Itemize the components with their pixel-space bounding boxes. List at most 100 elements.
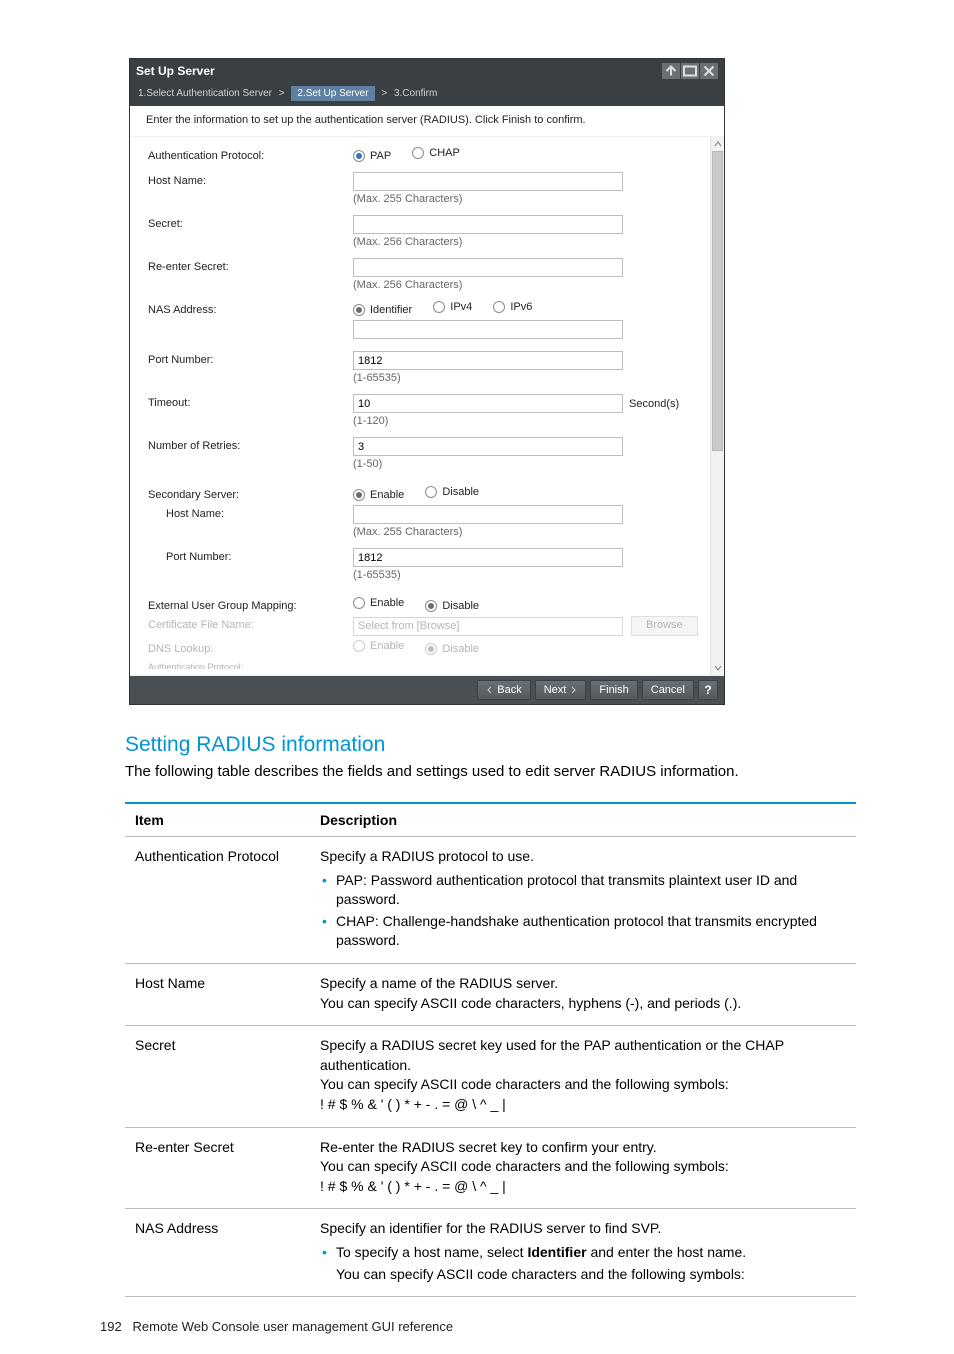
form-area: Authentication Protocol: PAP CHAP Host N… xyxy=(130,136,724,676)
finish-button[interactable]: Finish xyxy=(590,680,637,700)
titlebar-controls xyxy=(661,63,718,79)
cell-item: Re-enter Secret xyxy=(125,1127,310,1209)
ext-enable-label: Enable xyxy=(370,597,404,609)
doc-section: Setting RADIUS information The following… xyxy=(0,705,954,1297)
restore-icon[interactable] xyxy=(662,63,680,79)
th-desc: Description xyxy=(310,803,856,837)
dns-label: DNS Lookup: xyxy=(148,640,353,655)
secondary-disable-label: Disable xyxy=(442,486,479,498)
table-row: NAS Address Specify an identifier for th… xyxy=(125,1209,856,1297)
chap-label: CHAP xyxy=(429,147,460,159)
retries-input[interactable] xyxy=(353,437,623,456)
auth-prot2-label: Authentication Protocol: xyxy=(148,659,353,669)
close-icon[interactable] xyxy=(700,63,718,79)
ext-map-disable-radio[interactable]: Disable xyxy=(425,600,479,612)
cell-item: NAS Address xyxy=(125,1209,310,1297)
sec-host-input[interactable] xyxy=(353,505,623,524)
host-name-input[interactable] xyxy=(353,172,623,191)
nas-input[interactable] xyxy=(353,320,623,339)
cell-desc: Specify an identifier for the RADIUS ser… xyxy=(310,1209,856,1297)
port-input[interactable] xyxy=(353,351,623,370)
wizard-step-2: 2.Set Up Server xyxy=(291,86,374,101)
window-title: Set Up Server xyxy=(136,64,215,78)
host-name-label: Host Name: xyxy=(148,172,353,187)
ext-map-label: External User Group Mapping: xyxy=(148,597,353,612)
nas-ipv4-radio[interactable]: IPv4 xyxy=(433,301,472,313)
dialog-footer: Back Next Finish Cancel ? xyxy=(130,676,724,704)
maximize-icon[interactable] xyxy=(681,63,699,79)
th-item: Item xyxy=(125,803,310,837)
cell-desc: Specify a RADIUS protocol to use. PAP: P… xyxy=(310,837,856,964)
browse-button[interactable]: Browse xyxy=(631,616,698,636)
table-row: Authentication Protocol Specify a RADIUS… xyxy=(125,837,856,964)
cell-item: Host Name xyxy=(125,963,310,1025)
nas-identifier-radio[interactable]: Identifier xyxy=(353,304,412,316)
next-button[interactable]: Next xyxy=(535,680,587,700)
secret-label: Secret: xyxy=(148,215,353,230)
timeout-input[interactable] xyxy=(353,394,623,413)
ext-map-enable-radio[interactable]: Enable xyxy=(353,597,404,609)
page-number: 192 xyxy=(100,1319,122,1334)
cell-desc: Specify a name of the RADIUS server. You… xyxy=(310,963,856,1025)
host-name-hint: (Max. 255 Characters) xyxy=(353,193,706,205)
timeout-label: Timeout: xyxy=(148,394,353,409)
scroll-up-icon[interactable] xyxy=(711,137,724,151)
scroll-down-icon[interactable] xyxy=(711,661,724,675)
auth-protocol-pap-radio[interactable]: PAP xyxy=(353,150,391,162)
dns-disable-radio: Disable xyxy=(425,643,479,655)
nas-identifier-label: Identifier xyxy=(370,304,412,316)
ext-disable-label: Disable xyxy=(442,600,479,612)
dns-enable-label: Enable xyxy=(370,640,404,652)
cell-item: Authentication Protocol xyxy=(125,837,310,964)
doc-intro: The following table describes the fields… xyxy=(125,763,856,780)
page-footer: 192 Remote Web Console user management G… xyxy=(0,1297,954,1334)
sec-host-hint: (Max. 255 Characters) xyxy=(353,526,706,538)
secondary-label: Secondary Server: xyxy=(148,486,353,501)
timeout-unit: Second(s) xyxy=(629,398,679,410)
auth-protocol-label: Authentication Protocol: xyxy=(148,147,353,162)
cancel-button[interactable]: Cancel xyxy=(642,680,694,700)
nas-ipv6-label: IPv6 xyxy=(510,301,532,313)
secondary-enable-label: Enable xyxy=(370,489,404,501)
auth-protocol-chap-radio[interactable]: CHAP xyxy=(412,147,460,159)
wizard-sep: > xyxy=(279,88,285,99)
secondary-enable-radio[interactable]: Enable xyxy=(353,489,404,501)
resecret-hint: (Max. 256 Characters) xyxy=(353,279,706,291)
sec-port-hint: (1-65535) xyxy=(353,569,706,581)
nas-ipv6-radio[interactable]: IPv6 xyxy=(493,301,532,313)
cert-label: Certificate File Name: xyxy=(148,616,353,631)
wizard-step-1: 1.Select Authentication Server xyxy=(138,88,272,99)
desc-table: Item Description Authentication Protocol… xyxy=(125,802,856,1297)
cell-desc: Specify a RADIUS secret key used for the… xyxy=(310,1026,856,1127)
scrollbar[interactable] xyxy=(710,137,724,675)
cell-desc: Re-enter the RADIUS secret key to confir… xyxy=(310,1127,856,1209)
help-button[interactable]: ? xyxy=(698,680,718,700)
wizard-steps: 1.Select Authentication Server > 2.Set U… xyxy=(130,83,724,106)
table-row: Secret Specify a RADIUS secret key used … xyxy=(125,1026,856,1127)
secret-hint: (Max. 256 Characters) xyxy=(353,236,706,248)
secondary-disable-radio[interactable]: Disable xyxy=(425,486,479,498)
secret-input[interactable] xyxy=(353,215,623,234)
scroll-thumb[interactable] xyxy=(712,151,723,451)
dns-disable-label: Disable xyxy=(442,643,479,655)
sec-port-input[interactable] xyxy=(353,548,623,567)
table-row: Host Name Specify a name of the RADIUS s… xyxy=(125,963,856,1025)
sec-host-label: Host Name: xyxy=(148,505,353,520)
nas-label: NAS Address: xyxy=(148,301,353,316)
instruction-text: Enter the information to set up the auth… xyxy=(130,106,724,136)
port-hint: (1-65535) xyxy=(353,372,706,384)
resecret-label: Re-enter Secret: xyxy=(148,258,353,273)
doc-heading: Setting RADIUS information xyxy=(125,733,856,757)
titlebar: Set Up Server xyxy=(130,59,724,83)
back-button[interactable]: Back xyxy=(477,680,531,700)
timeout-hint: (1-120) xyxy=(353,415,706,427)
wizard-sep: > xyxy=(381,88,387,99)
dns-enable-radio: Enable xyxy=(353,640,404,652)
nas-ipv4-label: IPv4 xyxy=(450,301,472,313)
port-label: Port Number: xyxy=(148,351,353,366)
pap-label: PAP xyxy=(370,150,391,162)
setup-server-dialog: Set Up Server 1.Select Authentication Se… xyxy=(129,58,725,705)
wizard-step-3: 3.Confirm xyxy=(394,88,437,99)
cell-item: Secret xyxy=(125,1026,310,1127)
resecret-input[interactable] xyxy=(353,258,623,277)
